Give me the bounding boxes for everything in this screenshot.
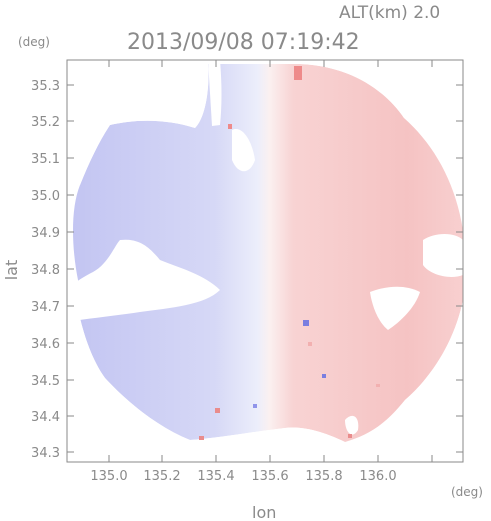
y-tick-label: 35.3 bbox=[31, 79, 60, 94]
y-tick-label: 34.3 bbox=[31, 446, 60, 461]
velocity-field bbox=[67, 60, 463, 462]
x-axis-label: lon bbox=[252, 503, 276, 521]
x-tick-label: 135.0 bbox=[90, 469, 127, 484]
altitude-label: ALT(km) 2.0 bbox=[339, 3, 440, 23]
plot-frame bbox=[66, 59, 464, 463]
x-ticks bbox=[108, 60, 433, 462]
x-tick-label: 135.4 bbox=[197, 469, 234, 484]
x-tick-label: 135.2 bbox=[143, 469, 180, 484]
strong-echoes bbox=[199, 66, 380, 440]
x-tick-label: 135.6 bbox=[251, 469, 288, 484]
y-tick-labels: 34.3 34.4 34.5 34.6 34.7 34.8 34.9 35.0 … bbox=[31, 79, 60, 461]
x-tick-labels: 135.0 135.2 135.4 135.6 135.8 136.0 bbox=[90, 469, 396, 484]
y-tick-label: 34.4 bbox=[31, 410, 60, 425]
x-tick-label: 135.8 bbox=[305, 469, 342, 484]
y-tick-label: 35.1 bbox=[31, 152, 60, 167]
timestamp-title: 2013/09/08 07:19:42 bbox=[127, 30, 360, 55]
y-axis-label: lat bbox=[2, 260, 21, 281]
y-tick-label: 34.5 bbox=[31, 374, 60, 389]
x-axis-unit: (deg) bbox=[451, 485, 483, 499]
y-axis-unit: (deg) bbox=[18, 35, 50, 49]
y-tick-label: 34.6 bbox=[31, 337, 60, 352]
y-tick-label: 35.2 bbox=[31, 115, 60, 130]
y-tick-label: 34.9 bbox=[31, 226, 60, 241]
y-tick-label: 34.8 bbox=[31, 263, 60, 278]
x-tick-label: 136.0 bbox=[359, 469, 396, 484]
y-ticks bbox=[67, 84, 463, 453]
y-tick-label: 35.0 bbox=[31, 189, 60, 204]
y-tick-label: 34.7 bbox=[31, 300, 60, 315]
